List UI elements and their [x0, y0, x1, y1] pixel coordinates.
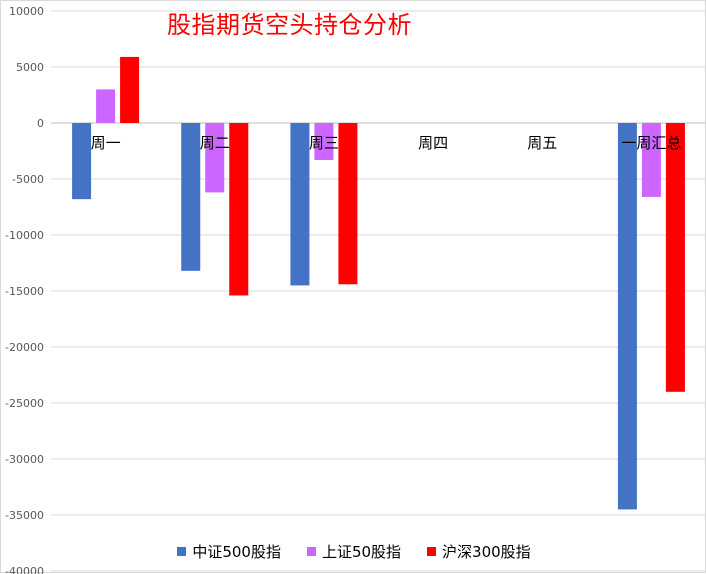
bar: [181, 123, 201, 271]
legend-label: 沪深300股指: [442, 543, 531, 561]
x-category-label: 周五: [527, 134, 557, 152]
x-category-label: 周二: [200, 134, 230, 152]
legend-item: 上证50股指: [306, 541, 402, 562]
bar: [290, 123, 310, 286]
x-category-label: 周一: [91, 134, 121, 152]
x-category-label: 周三: [309, 134, 339, 152]
legend-item: 中证500股指: [177, 541, 281, 562]
chart-title: 股指期货空头持仓分析: [167, 11, 412, 39]
bar: [229, 123, 249, 296]
bar: [641, 123, 661, 197]
bar: [617, 123, 637, 510]
legend-label: 中证500股指: [192, 543, 281, 561]
y-tick-label: 5000: [16, 61, 44, 74]
bar: [665, 123, 685, 392]
bar: [72, 123, 92, 200]
legend-label: 上证50股指: [321, 543, 402, 561]
bars: [72, 56, 685, 510]
bar: [205, 123, 225, 193]
x-category-label: 一周汇总: [621, 134, 681, 152]
legend-swatch: [177, 547, 187, 556]
bar: [314, 123, 334, 160]
y-tick-label: -10000: [5, 229, 44, 242]
legend-swatch: [427, 547, 437, 556]
bar: [120, 56, 140, 123]
y-tick-label: -15000: [5, 285, 44, 298]
y-tick-label: -30000: [5, 453, 44, 466]
y-tick-label: -40000: [5, 565, 44, 574]
tick-labels: 10000 5000 0 -5000 -10000 -15000 -20000 -25000 -…: [5, 5, 681, 574]
y-tick-label: 10000: [9, 5, 44, 18]
bar: [96, 89, 116, 123]
legend-item: 沪深300股指: [427, 541, 531, 562]
y-tick-label: -35000: [5, 509, 44, 522]
gridlines: [51, 10, 706, 572]
y-tick-label: -25000: [5, 397, 44, 410]
legend-swatch: [306, 547, 316, 556]
legend: 中证500股指 上证50股指 沪深300股指: [1, 541, 706, 562]
y-tick-label: -5000: [12, 173, 44, 186]
bar: [338, 123, 358, 285]
y-tick-label: 0: [37, 117, 44, 130]
x-category-label: 周四: [418, 134, 448, 152]
y-tick-label: -20000: [5, 341, 44, 354]
